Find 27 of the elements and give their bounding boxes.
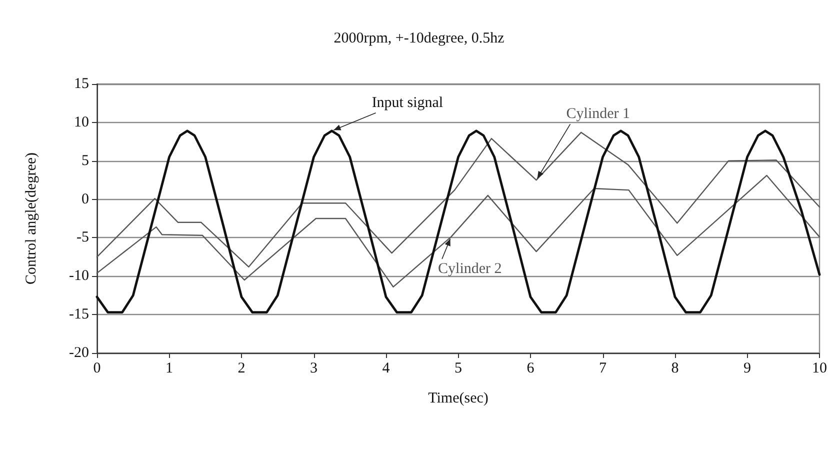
x-axis-title: Time(sec) [428, 390, 488, 406]
y-tick-label: 15 [74, 76, 89, 92]
y-tick-label: -15 [69, 306, 89, 323]
x-tick-label: 5 [454, 360, 462, 376]
series-label: Cylinder 2 [438, 260, 502, 277]
y-tick-label: 0 [82, 191, 89, 208]
chart-title: 2000rpm, +-10degree, 0.5hz [334, 30, 505, 46]
line-series [96, 174, 820, 288]
x-tick-label: 2 [238, 360, 246, 376]
y-tick-label: -20 [69, 345, 89, 361]
x-tick-label: 9 [744, 360, 751, 376]
x-tick-label: 0 [93, 360, 101, 376]
x-tick-label: 3 [310, 360, 318, 376]
y-tick-label: 10 [74, 114, 89, 130]
line-series [96, 130, 821, 314]
x-tick-label: 8 [671, 360, 679, 376]
x-tick-label: 10 [812, 360, 827, 376]
y-axis-title: Control angle(degree) [24, 152, 40, 285]
text: Input signal [372, 94, 444, 111]
x-tick-label: 6 [526, 360, 535, 376]
y-tick-label: -5 [76, 230, 89, 246]
y-tick-label: -10 [69, 268, 89, 284]
y-tick-label: 5 [82, 152, 89, 169]
x-tick-label: 1 [166, 360, 173, 376]
x-tick-label: 7 [599, 360, 607, 376]
series-label: Cylinder 1 [566, 106, 630, 122]
x-tick-label: 4 [382, 360, 390, 376]
